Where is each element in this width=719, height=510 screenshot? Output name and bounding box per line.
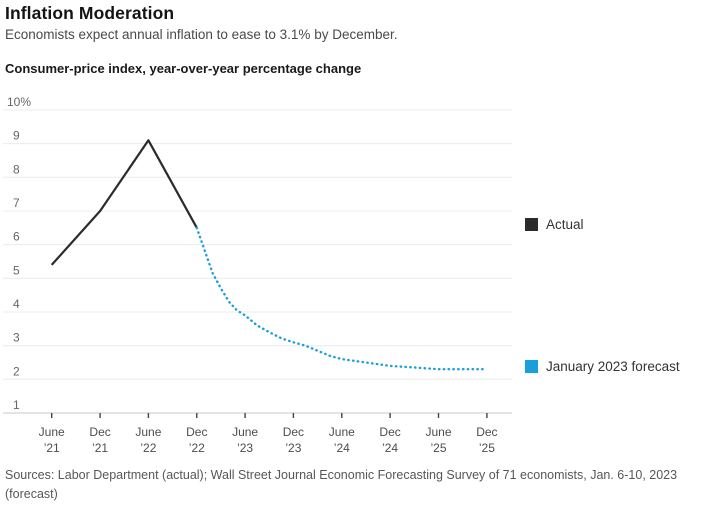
page-subtitle: Economists expect annual inflation to ea… [5,27,398,42]
x-axis-label-month: Dec [379,425,400,439]
x-axis-label-month: Dec [89,425,110,439]
y-axis-label: 6 [13,230,20,244]
actual-series-line [50,139,198,266]
y-axis-label: 1 [13,398,20,412]
x-axis-label-month: Dec [283,425,304,439]
y-axis-label: 2 [13,364,20,378]
x-axis-label-month: June [39,425,65,439]
y-axis-label: 7 [13,196,20,210]
x-axis-label-year: ’21 [92,441,108,455]
x-axis-label-year: ’22 [189,441,205,455]
x-axis-label-month: June [232,425,258,439]
x-axis-label-year: ’25 [430,441,446,455]
legend-label-forecast: January 2023 forecast [546,359,680,374]
x-axis-label-month: Dec [186,425,207,439]
legend-item-forecast: January 2023 forecast [525,359,680,374]
y-axis-label: 8 [13,162,20,176]
y-axis-label: 3 [13,331,20,345]
x-axis-label-year: ’24 [382,441,398,455]
x-axis-label-year: ’23 [285,441,301,455]
forecast-series-swatch [525,360,538,373]
y-axis-label: 10% [7,95,31,109]
y-axis-label: 4 [13,297,20,311]
x-axis-label-month: June [135,425,161,439]
y-axis-label: 9 [13,129,20,143]
x-axis-label-month: Dec [476,425,497,439]
legend-label-actual: Actual [546,217,584,232]
x-axis-label-month: June [329,425,355,439]
forecast-series-line [195,226,489,371]
actual-series-swatch [525,218,538,231]
legend-item-actual: Actual [525,217,584,232]
x-axis-label-year: ’23 [237,441,253,455]
page-title: Inflation Moderation [5,3,175,23]
x-axis-label-month: June [425,425,451,439]
x-axis-label-year: ’25 [479,441,495,455]
sources-note: Sources: Labor Department (actual); Wall… [5,468,678,501]
x-axis-label-year: ’24 [334,441,350,455]
chart-kicker: Consumer-price index, year-over-year per… [5,61,362,76]
x-axis-label-year: ’21 [44,441,60,455]
x-axis-label-year: ’22 [140,441,156,455]
y-axis-label: 5 [13,263,20,277]
